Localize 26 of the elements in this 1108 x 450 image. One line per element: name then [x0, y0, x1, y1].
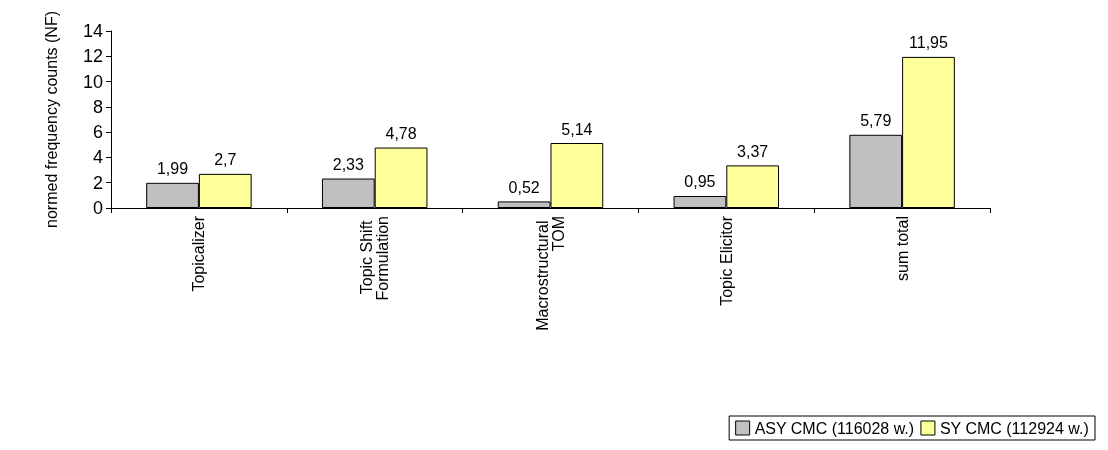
- data-label: 1,99: [156, 160, 189, 178]
- legend-label: SY CMC (112924 w.): [939, 419, 1089, 437]
- data-label: 4,78: [385, 125, 417, 143]
- y-tick-label: 10: [82, 71, 103, 92]
- data-label: 0,52: [508, 178, 540, 196]
- y-tick-label: 8: [92, 96, 103, 117]
- y-tick-label: 0: [92, 198, 103, 218]
- data-label: 2,33: [332, 156, 364, 174]
- y-tick-label: 12: [82, 46, 103, 67]
- x-tick-label: Topic Elicitor: [717, 215, 735, 306]
- legend-label: ASY CMC (116028 w.): [754, 419, 915, 437]
- x-tick-label: sum total: [893, 216, 911, 281]
- x-tick-label: Macrostructural TOM: [534, 216, 567, 331]
- data-label: 2,7: [214, 151, 237, 169]
- data-label: 5,79: [860, 112, 892, 130]
- y-tick-label: 2: [92, 172, 103, 193]
- y-tick-label: 14: [82, 20, 103, 41]
- data-label: 11,95: [909, 34, 948, 52]
- y-tick-label: 4: [92, 147, 103, 168]
- y-axis-title: normed frequency counts (NF): [42, 11, 60, 228]
- x-tick-label: Topicalizer: [190, 215, 208, 292]
- data-label: 5,14: [561, 120, 593, 138]
- y-tick-label: 6: [92, 122, 103, 143]
- data-label: 3,37: [737, 142, 769, 160]
- x-tick-label: Topic Shift Formulation: [358, 216, 392, 301]
- data-label: 0,95: [684, 173, 716, 191]
